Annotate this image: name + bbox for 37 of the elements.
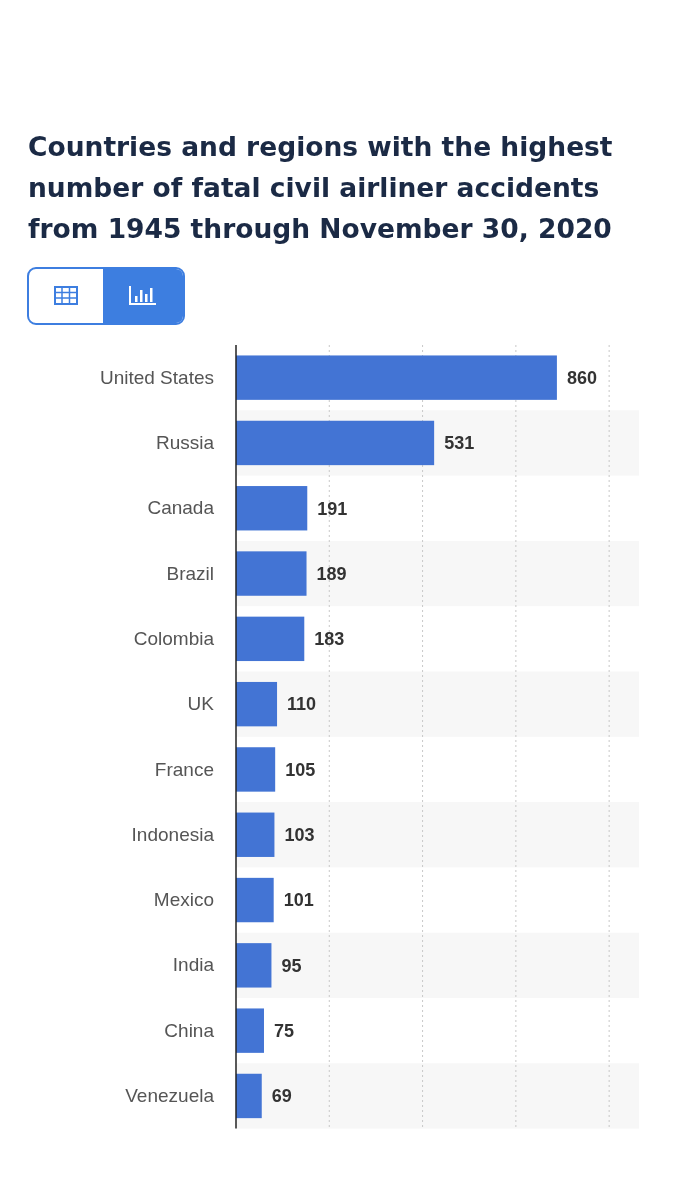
bar [236,877,274,923]
y-tick-label: Venezuela [125,1085,215,1107]
data-label: 103 [284,825,315,846]
bar [236,551,307,596]
bar [236,420,435,466]
y-tick-label: Canada [147,497,215,519]
bar [236,616,305,662]
y-tick-label: France [154,758,214,780]
data-label: 75 [273,1020,295,1041]
data-label: 95 [281,955,302,976]
bar [236,681,278,727]
y-tick-label: China [164,1019,215,1041]
bar [236,747,276,792]
y-tick-label: Russia [155,432,215,454]
y-tick-label: UK [187,693,215,715]
y-tick-label: Brazil [166,562,214,584]
data-label: 110 [287,694,317,715]
bar [236,1008,264,1053]
chart-title: Countries and regions with the highest number of fatal civil airliner accidents from 1945 through November 30, 2020 [28,130,614,246]
data-label: 860 [566,367,597,388]
bar [236,1073,262,1119]
bar [236,486,308,531]
data-label: 183 [314,629,345,650]
data-label: 105 [285,759,316,780]
data-label: 69 [271,1086,292,1107]
data-label: 189 [316,563,347,584]
y-tick-label: Colombia [133,627,215,649]
y-tick-label: United States [99,366,214,388]
y-tick-label: India [172,954,215,976]
data-label: 531 [444,433,475,454]
bar [236,943,272,988]
data-label: 101 [283,890,314,911]
data-label: 191 [317,498,348,519]
y-tick-label: Indonesia [131,823,215,845]
bar [236,812,275,857]
y-tick-label: Mexico [153,889,214,911]
bar [236,355,557,400]
